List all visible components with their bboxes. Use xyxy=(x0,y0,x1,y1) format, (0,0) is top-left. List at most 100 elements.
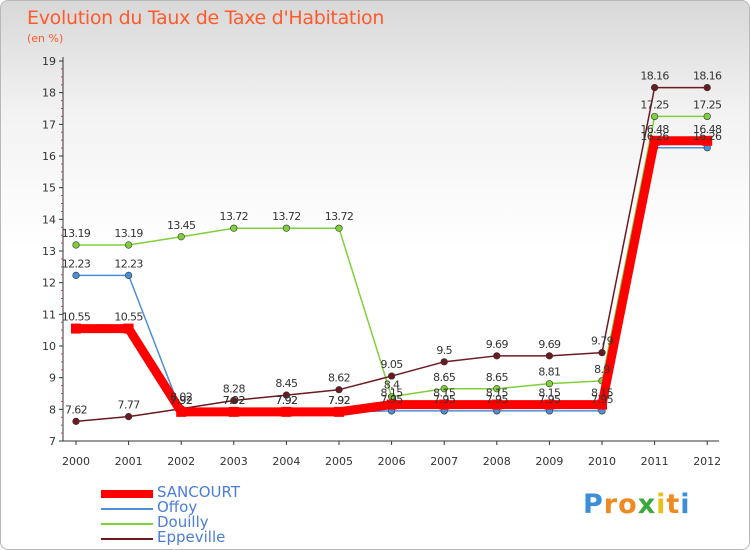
point-sancourt xyxy=(702,135,713,146)
point-sancourt xyxy=(386,399,397,410)
x-tick-label: 2002 xyxy=(167,455,195,468)
data-label-douilly: 17.25 xyxy=(693,98,722,111)
x-tick-label: 2005 xyxy=(325,455,353,468)
point-douilly xyxy=(493,385,501,393)
data-label-douilly: 8.65 xyxy=(486,371,509,384)
y-tick-label: 17 xyxy=(42,118,56,131)
y-tick-label: 16 xyxy=(42,150,56,163)
point-eppeville xyxy=(335,386,343,394)
point-sancourt xyxy=(334,406,344,417)
data-label-offoy: 12.23 xyxy=(62,257,91,270)
data-label-eppeville: 8.02 xyxy=(170,391,192,404)
y-tick-label: 11 xyxy=(42,308,56,321)
x-tick-label: 2010 xyxy=(588,455,616,468)
point-offoy xyxy=(72,271,80,279)
y-tick-label: 13 xyxy=(42,245,56,258)
y-tick-label: 10 xyxy=(42,340,56,353)
point-eppeville xyxy=(545,352,554,360)
data-label-sancourt: 8.15 xyxy=(538,387,561,400)
logo-letter: P xyxy=(583,489,604,520)
point-eppeville xyxy=(493,352,501,360)
data-label-eppeville: 18.16 xyxy=(693,70,722,83)
point-sancourt xyxy=(544,399,555,410)
data-label-sancourt: 8.15 xyxy=(433,387,456,400)
data-label-offoy: 7.92 xyxy=(328,394,350,407)
data-label-douilly: 8.81 xyxy=(538,366,560,379)
legend-swatch xyxy=(101,523,153,525)
data-label-eppeville: 8.45 xyxy=(275,377,298,390)
y-tick-label: 19 xyxy=(42,55,56,68)
x-tick-label: 2009 xyxy=(535,455,563,468)
point-offoy xyxy=(124,271,133,279)
point-eppeville xyxy=(230,396,238,405)
data-label-sancourt: 8.15 xyxy=(591,387,614,400)
x-tick-label: 2006 xyxy=(378,455,406,468)
data-label-douilly: 13.72 xyxy=(220,210,249,223)
logo-letter: i xyxy=(680,489,691,520)
point-eppeville xyxy=(440,358,448,366)
data-label-douilly: 13.72 xyxy=(272,210,301,223)
data-label-eppeville: 9.69 xyxy=(538,338,561,351)
data-label-sancourt: 16.48 xyxy=(693,123,722,136)
y-tick-label: 9 xyxy=(49,372,56,385)
data-label-offoy: 16.26 xyxy=(640,130,669,143)
legend-label: SANCOURT xyxy=(157,483,241,501)
point-sancourt xyxy=(123,323,134,334)
point-douilly xyxy=(124,241,133,249)
data-label-douilly: 13.19 xyxy=(114,227,143,240)
data-labels-layer: 10.55 10.557.92 7.92 7.92 7.928.15 8.15 8.15 8.… xyxy=(62,70,723,417)
point-douilly xyxy=(650,112,659,121)
data-label-eppeville: 18.16 xyxy=(640,70,669,83)
x-tick-label: 2007 xyxy=(430,455,458,468)
data-label-sancourt: 10.55 xyxy=(114,311,143,324)
legend-item-offoy: Offoy xyxy=(101,498,351,516)
legend-label: Offoy xyxy=(157,498,198,516)
data-label-eppeville: 8.62 xyxy=(328,372,350,385)
x-tick-label: 2008 xyxy=(483,455,511,468)
y-tick-label: 12 xyxy=(42,277,56,290)
data-label-offoy: 7.92 xyxy=(275,394,297,407)
axes: 7 8 9 10 11 12 13 14 15 16 17 18 19 2000 2001 2002 2003 2… xyxy=(42,55,721,468)
legend-item-douilly: Douilly xyxy=(101,513,351,531)
data-label-eppeville: 9.05 xyxy=(381,358,404,371)
data-label-douilly: 8.65 xyxy=(433,371,456,384)
point-sancourt xyxy=(491,399,502,410)
point-sancourt xyxy=(597,399,607,410)
legend-swatch xyxy=(101,490,153,498)
x-tick-label: 2011 xyxy=(641,455,669,468)
logo-letter: i xyxy=(656,489,667,520)
data-label-sancourt: 10.55 xyxy=(62,311,91,324)
point-eppeville xyxy=(598,349,606,357)
data-label-douilly: 13.45 xyxy=(167,219,196,232)
data-label-eppeville: 9.5 xyxy=(436,344,452,357)
series-layer xyxy=(71,83,713,425)
data-label-offoy: 7.95 xyxy=(486,393,509,406)
data-label-eppeville: 7.77 xyxy=(118,399,141,412)
point-sancourt xyxy=(176,406,187,417)
legend-item-eppeville: Eppeville xyxy=(101,528,351,546)
point-eppeville xyxy=(703,83,711,92)
data-label-douilly: 17.25 xyxy=(640,98,669,111)
x-tick-label: 2000 xyxy=(62,455,90,468)
point-eppeville xyxy=(650,83,659,92)
data-label-douilly: 13.19 xyxy=(62,227,91,240)
point-sancourt xyxy=(439,399,450,410)
data-label-douilly: 13.72 xyxy=(325,210,354,223)
point-eppeville xyxy=(282,391,291,399)
legend-label: Douilly xyxy=(157,513,209,531)
logo-letter: t xyxy=(666,489,681,520)
legend-label: Eppeville xyxy=(157,528,226,546)
legend-swatch xyxy=(101,508,153,510)
data-label-offoy: 7.95 xyxy=(433,393,456,406)
point-douilly xyxy=(282,224,291,232)
point-sancourt xyxy=(281,406,292,417)
data-label-sancourt: 16.48 xyxy=(640,123,669,136)
x-tick-label: 2004 xyxy=(272,455,300,468)
point-douilly xyxy=(703,112,711,121)
data-label-offoy: 7.95 xyxy=(591,393,614,406)
data-label-sancourt: 7.92 xyxy=(223,394,245,407)
point-eppeville xyxy=(72,417,80,425)
data-label-sancourt: 7.92 xyxy=(328,394,350,407)
point-douilly xyxy=(440,385,448,393)
